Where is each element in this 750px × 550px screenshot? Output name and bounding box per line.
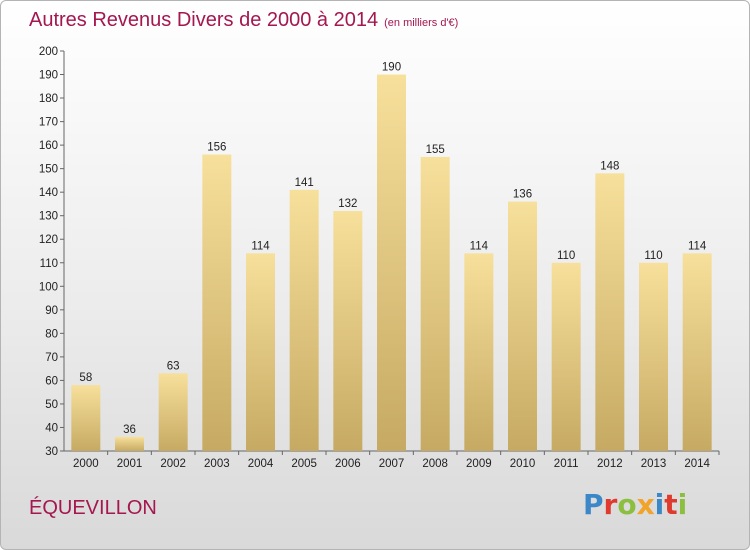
logo-letter: x xyxy=(636,488,655,521)
bar xyxy=(420,156,450,451)
y-tick-label: 190 xyxy=(39,70,58,82)
bar xyxy=(333,211,363,451)
bar-value-label: 110 xyxy=(644,250,662,262)
y-tick-label: 50 xyxy=(45,399,58,411)
bar xyxy=(158,373,188,451)
y-tick-label: 200 xyxy=(39,46,58,58)
bar-value-label: 114 xyxy=(251,240,270,252)
bar-value-label: 156 xyxy=(207,142,226,154)
y-tick-label: 30 xyxy=(45,446,58,458)
y-tick-label: 120 xyxy=(39,234,58,246)
chart-bars: 58 36 63 156 114 141 132 190 155 114 136 110 148 110 1… xyxy=(71,62,712,451)
bar xyxy=(71,385,101,451)
y-tick-label: 160 xyxy=(39,140,58,152)
bar xyxy=(508,201,537,451)
y-tick-label: 60 xyxy=(45,375,58,387)
bar xyxy=(639,262,668,451)
bar-value-label: 110 xyxy=(557,250,575,262)
y-tick-label: 110 xyxy=(40,258,58,270)
x-tick-label: 2010 xyxy=(510,458,536,470)
bar xyxy=(377,74,406,451)
y-tick-label: 40 xyxy=(45,422,58,434)
logo-letter: t xyxy=(664,488,678,521)
x-tick-label: 2011 xyxy=(554,458,579,470)
bar xyxy=(289,189,319,451)
bar xyxy=(464,253,494,451)
bar-value-label: 141 xyxy=(295,177,314,189)
logo-letter: r xyxy=(603,488,618,521)
y-tick-label: 170 xyxy=(39,117,58,129)
location-name: ÉQUEVILLON xyxy=(29,497,157,519)
y-tick-label: 140 xyxy=(39,187,58,199)
y-tick-label: 150 xyxy=(39,164,58,176)
bar-value-label: 114 xyxy=(470,240,489,252)
bar-value-label: 36 xyxy=(123,424,136,436)
bar xyxy=(115,436,144,451)
y-tick-label: 80 xyxy=(45,328,58,340)
x-tick-label: 2003 xyxy=(204,458,230,470)
bar-value-label: 132 xyxy=(338,198,357,210)
y-tick-label: 90 xyxy=(45,305,58,317)
x-tick-label: 2000 xyxy=(73,458,99,470)
bar-value-label: 114 xyxy=(688,240,707,252)
chart-title: Autres Revenus Divers de 2000 à 2014 (en … xyxy=(29,9,458,32)
logo-letter: i xyxy=(654,488,665,521)
logo-letter: o xyxy=(617,488,637,521)
bar xyxy=(551,262,581,451)
y-tick-label: 100 xyxy=(39,281,58,293)
x-tick-label: 2014 xyxy=(684,458,710,470)
y-tick-label: 180 xyxy=(39,93,58,105)
bar-value-label: 155 xyxy=(426,144,445,156)
chart-title-text: Autres Revenus Divers de 2000 à 2014 xyxy=(29,9,379,31)
x-tick-label: 2005 xyxy=(291,458,317,470)
bar-value-label: 136 xyxy=(513,189,532,201)
y-tick-label: 130 xyxy=(39,211,58,223)
bar xyxy=(682,253,712,451)
x-tick-label: 2001 xyxy=(117,458,143,470)
x-tick-label: 2008 xyxy=(422,458,448,470)
x-tick-label: 2004 xyxy=(248,458,274,470)
x-tick-label: 2012 xyxy=(597,458,623,470)
chart-subtitle: (en milliers d'€) xyxy=(384,17,459,29)
x-tick-label: 2007 xyxy=(379,458,405,470)
bar xyxy=(202,154,232,451)
y-tick-label: 70 xyxy=(45,352,58,364)
bar xyxy=(595,173,625,451)
x-tick-label: 2009 xyxy=(466,458,492,470)
logo-letter: P xyxy=(583,488,604,521)
bar-value-label: 63 xyxy=(167,360,180,372)
bar-value-label: 58 xyxy=(79,372,92,384)
x-tick-label: 2002 xyxy=(160,458,186,470)
logo-letter: i xyxy=(677,488,688,521)
proxiti-logo: Proxiti xyxy=(583,488,687,521)
x-tick-label: 2013 xyxy=(641,458,667,470)
bar-value-label: 190 xyxy=(382,62,401,74)
bar-value-label: 148 xyxy=(600,160,619,172)
bar xyxy=(246,253,275,451)
x-tick-label: 2006 xyxy=(335,458,361,470)
